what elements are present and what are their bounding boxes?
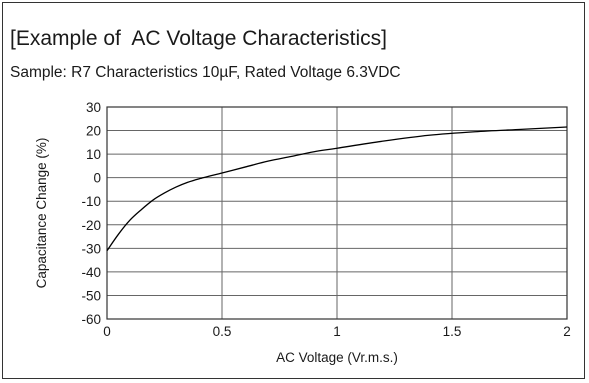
chart-subtitle: Sample: R7 Characteristics 10µF, Rated V… bbox=[10, 64, 401, 81]
x-axis-ticks: 0 0.5 1 1.5 2 bbox=[103, 324, 571, 339]
y-tick-label: -30 bbox=[81, 241, 101, 256]
x-tick-label: 0 bbox=[103, 324, 111, 339]
x-tick-label: 2 bbox=[563, 324, 571, 339]
y-tick-label: 20 bbox=[86, 124, 101, 139]
plot-border bbox=[106, 106, 568, 320]
x-tick-label: 0.5 bbox=[213, 324, 232, 339]
x-tick-label: 1.5 bbox=[443, 324, 462, 339]
y-axis-ticks: 30 20 10 0 -10 -20 -30 -40 -50 -60 bbox=[81, 100, 101, 327]
x-axis-label: AC Voltage (Vr.m.s.) bbox=[276, 350, 398, 365]
y-tick-label: -10 bbox=[81, 194, 101, 209]
chart-frame bbox=[2, 2, 585, 379]
y-tick-label: -50 bbox=[81, 288, 101, 303]
series-line bbox=[106, 126, 568, 252]
y-tick-label: -20 bbox=[81, 218, 101, 233]
chart-title: [Example of AC Voltage Characteristics] bbox=[10, 27, 388, 50]
y-tick-label: 0 bbox=[93, 171, 101, 186]
y-tick-label: 30 bbox=[86, 100, 101, 115]
y-tick-label: -60 bbox=[81, 312, 101, 327]
y-tick-label: -40 bbox=[81, 265, 101, 280]
x-tick-label: 1 bbox=[333, 324, 341, 339]
chart-grid bbox=[106, 106, 568, 320]
y-axis-label: Capacitance Change (%) bbox=[34, 138, 49, 289]
y-tick-label: 10 bbox=[86, 147, 101, 162]
